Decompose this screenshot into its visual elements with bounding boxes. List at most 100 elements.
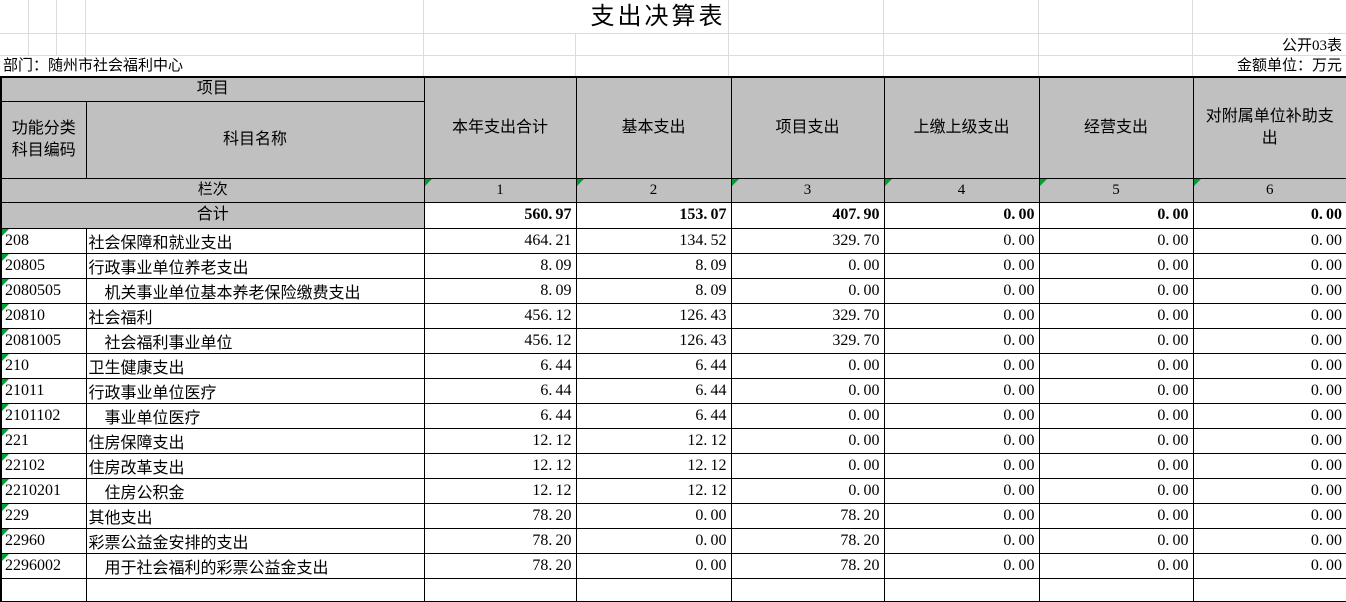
code-cell[interactable]: 2080505 — [0, 277, 87, 304]
value-cell[interactable]: 0. 00 — [1038, 327, 1194, 354]
header-name-label[interactable]: 科目名称 — [85, 100, 425, 179]
value-cell[interactable]: 0. 00 — [1038, 452, 1194, 479]
value-cell[interactable]: 0. 00 — [1038, 527, 1194, 554]
code-cell[interactable]: 2101102 — [0, 402, 87, 429]
code-cell[interactable]: 2296002 — [0, 552, 87, 579]
value-cell[interactable]: 78. 20 — [423, 502, 577, 529]
value-cell[interactable]: 78. 20 — [423, 552, 577, 579]
value-cell[interactable]: 0. 00 — [730, 352, 885, 379]
empty-cell[interactable] — [0, 577, 87, 602]
value-cell[interactable]: 12. 12 — [423, 477, 577, 504]
value-cell[interactable]: 8. 09 — [575, 252, 732, 279]
total-value[interactable]: 0. 00 — [1038, 201, 1194, 229]
code-cell[interactable]: 20810 — [0, 302, 87, 329]
value-cell[interactable]: 0. 00 — [730, 452, 885, 479]
code-cell[interactable]: 229 — [0, 502, 87, 529]
header-col-operating[interactable]: 经营支出 — [1038, 76, 1194, 179]
row-index-label[interactable]: 栏次 — [0, 177, 425, 203]
value-cell[interactable]: 6. 44 — [423, 402, 577, 429]
empty-cell[interactable] — [883, 577, 1040, 602]
value-cell[interactable]: 0. 00 — [1192, 402, 1346, 429]
value-cell[interactable]: 8. 09 — [423, 252, 577, 279]
value-cell[interactable]: 126. 43 — [575, 302, 732, 329]
header-code-label[interactable]: 功能分类 科目编码 — [0, 100, 87, 179]
code-cell[interactable]: 210 — [0, 352, 87, 379]
total-value[interactable]: 407. 90 — [730, 201, 885, 229]
empty-cell[interactable] — [575, 577, 732, 602]
value-cell[interactable]: 0. 00 — [1192, 277, 1346, 304]
value-cell[interactable]: 0. 00 — [1192, 302, 1346, 329]
value-cell[interactable]: 6. 44 — [423, 352, 577, 379]
value-cell[interactable]: 12. 12 — [423, 452, 577, 479]
total-label[interactable]: 合计 — [0, 201, 425, 229]
name-cell[interactable]: 社会保障和就业支出 — [85, 227, 425, 254]
value-cell[interactable]: 0. 00 — [730, 477, 885, 504]
header-col-total[interactable]: 本年支出合计 — [423, 76, 577, 179]
value-cell[interactable]: 0. 00 — [883, 427, 1040, 454]
value-cell[interactable]: 0. 00 — [883, 502, 1040, 529]
code-cell[interactable]: 2081005 — [0, 327, 87, 354]
name-cell[interactable]: 行政事业单位医疗 — [85, 377, 425, 404]
value-cell[interactable]: 0. 00 — [883, 227, 1040, 254]
header-col-basic[interactable]: 基本支出 — [575, 76, 732, 179]
value-cell[interactable]: 0. 00 — [883, 552, 1040, 579]
value-cell[interactable]: 6. 44 — [575, 377, 732, 404]
value-cell[interactable]: 0. 00 — [730, 377, 885, 404]
value-cell[interactable]: 0. 00 — [1192, 427, 1346, 454]
value-cell[interactable]: 0. 00 — [1038, 277, 1194, 304]
code-cell[interactable]: 21011 — [0, 377, 87, 404]
value-cell[interactable]: 0. 00 — [730, 252, 885, 279]
empty-cell[interactable] — [730, 577, 885, 602]
total-value[interactable]: 0. 00 — [1192, 201, 1346, 229]
value-cell[interactable]: 78. 20 — [730, 552, 885, 579]
value-cell[interactable]: 6. 44 — [575, 352, 732, 379]
value-cell[interactable]: 464. 21 — [423, 227, 577, 254]
value-cell[interactable]: 0. 00 — [1192, 527, 1346, 554]
code-cell[interactable]: 221 — [0, 427, 87, 454]
column-number-4[interactable]: 4 — [883, 177, 1040, 203]
empty-cell[interactable] — [1192, 577, 1346, 602]
code-cell[interactable]: 208 — [0, 227, 87, 254]
total-value[interactable]: 153. 07 — [575, 201, 732, 229]
value-cell[interactable]: 0. 00 — [1038, 427, 1194, 454]
name-cell[interactable]: 住房公积金 — [85, 477, 425, 504]
value-cell[interactable]: 126. 43 — [575, 327, 732, 354]
value-cell[interactable]: 0. 00 — [1038, 352, 1194, 379]
value-cell[interactable]: 8. 09 — [575, 277, 732, 304]
value-cell[interactable]: 6. 44 — [575, 402, 732, 429]
name-cell[interactable]: 机关事业单位基本养老保险缴费支出 — [85, 277, 425, 304]
value-cell[interactable]: 0. 00 — [1038, 302, 1194, 329]
value-cell[interactable]: 0. 00 — [1038, 227, 1194, 254]
value-cell[interactable]: 6. 44 — [423, 377, 577, 404]
name-cell[interactable]: 社会福利 — [85, 302, 425, 329]
header-col-project[interactable]: 项目支出 — [730, 76, 885, 179]
value-cell[interactable]: 0. 00 — [1038, 552, 1194, 579]
value-cell[interactable]: 0. 00 — [1192, 352, 1346, 379]
name-cell[interactable]: 彩票公益金安排的支出 — [85, 527, 425, 554]
value-cell[interactable]: 0. 00 — [1038, 377, 1194, 404]
value-cell[interactable]: 0. 00 — [1192, 252, 1346, 279]
value-cell[interactable]: 0. 00 — [1192, 327, 1346, 354]
value-cell[interactable]: 0. 00 — [1038, 402, 1194, 429]
empty-cell[interactable] — [85, 577, 425, 602]
empty-cell[interactable] — [423, 577, 577, 602]
value-cell[interactable]: 0. 00 — [883, 377, 1040, 404]
name-cell[interactable]: 住房改革支出 — [85, 452, 425, 479]
code-cell[interactable]: 22102 — [0, 452, 87, 479]
name-cell[interactable]: 行政事业单位养老支出 — [85, 252, 425, 279]
value-cell[interactable]: 0. 00 — [730, 277, 885, 304]
value-cell[interactable]: 0. 00 — [1038, 502, 1194, 529]
code-cell[interactable]: 20805 — [0, 252, 87, 279]
value-cell[interactable]: 0. 00 — [1192, 452, 1346, 479]
value-cell[interactable]: 0. 00 — [883, 302, 1040, 329]
value-cell[interactable]: 78. 20 — [423, 527, 577, 554]
empty-cell[interactable] — [1038, 577, 1194, 602]
value-cell[interactable]: 0. 00 — [883, 477, 1040, 504]
code-cell[interactable]: 22960 — [0, 527, 87, 554]
value-cell[interactable]: 0. 00 — [730, 427, 885, 454]
value-cell[interactable]: 12. 12 — [423, 427, 577, 454]
value-cell[interactable]: 329. 70 — [730, 327, 885, 354]
value-cell[interactable]: 12. 12 — [575, 452, 732, 479]
value-cell[interactable]: 0. 00 — [883, 452, 1040, 479]
value-cell[interactable]: 329. 70 — [730, 227, 885, 254]
